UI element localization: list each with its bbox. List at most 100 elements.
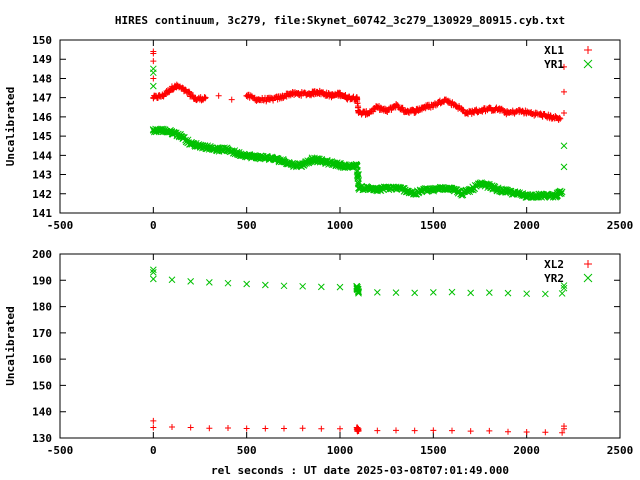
series-yr2: [149, 266, 568, 298]
data-point: [558, 188, 566, 196]
data-point: [261, 281, 269, 289]
y-tick-label: 170: [32, 327, 52, 340]
data-point: [551, 192, 559, 200]
data-point: [337, 90, 343, 97]
data-point: [262, 425, 269, 432]
y-tick-label: 160: [32, 353, 52, 366]
data-point: [252, 153, 260, 161]
data-point: [299, 282, 307, 290]
data-point: [411, 427, 418, 434]
data-point: [476, 180, 484, 188]
data-point: [505, 428, 511, 435]
data-point: [374, 427, 381, 434]
data-point: [317, 157, 325, 165]
outlier-point: [560, 163, 568, 171]
data-point: [401, 186, 409, 194]
data-point: [392, 289, 400, 296]
y-tick-label: 142: [32, 188, 52, 201]
data-point: [307, 90, 314, 97]
data-point: [383, 108, 390, 115]
data-point: [439, 184, 447, 192]
outlier-point: [561, 110, 567, 117]
data-point: [344, 94, 351, 101]
data-point: [215, 146, 223, 153]
data-point: [448, 184, 456, 192]
data-point: [547, 113, 554, 120]
outlier-point: [149, 266, 157, 274]
data-point: [355, 110, 362, 117]
data-point: [336, 161, 344, 169]
data-point: [505, 110, 511, 117]
y-tick-label: 144: [32, 149, 52, 162]
data-point: [411, 289, 419, 297]
data-point: [318, 425, 325, 432]
outlier-point: [149, 82, 157, 90]
data-point: [345, 163, 353, 171]
x-tick-label: 500: [237, 444, 257, 457]
data-point: [429, 289, 437, 296]
data-point: [286, 90, 293, 97]
legend-label: XL1: [544, 44, 564, 57]
x-tick-label: 0: [150, 219, 157, 232]
data-point: [485, 289, 493, 296]
outlier-point: [150, 50, 157, 57]
data-point: [558, 290, 566, 297]
data-point: [150, 94, 157, 101]
outlier-point: [150, 75, 157, 82]
data-point: [523, 428, 530, 435]
data-point: [484, 106, 491, 113]
data-point: [538, 111, 545, 118]
data-point: [228, 96, 235, 103]
data-point: [495, 186, 503, 194]
x-tick-label: 1500: [420, 219, 447, 232]
data-point: [495, 106, 502, 113]
data-point: [196, 142, 204, 150]
data-point: [542, 429, 549, 436]
data-point: [355, 178, 362, 185]
outlier-point: [150, 58, 157, 65]
data-point: [336, 283, 344, 291]
data-point: [308, 155, 316, 163]
outlier-point: [560, 284, 568, 292]
data-point: [513, 190, 521, 198]
chart-title: HIRES continuum, 3c279, file:Skynet_6074…: [115, 14, 565, 27]
data-point: [233, 150, 241, 157]
legend-label: YR2: [544, 272, 564, 285]
x-tick-label: 1000: [327, 219, 354, 232]
data-point: [149, 126, 157, 134]
x-axis-label: rel seconds : UT date 2025-03-08T07:01:4…: [211, 464, 509, 477]
y-tick-label: 150: [32, 34, 52, 47]
y-tick-label: 147: [32, 92, 52, 105]
data-point: [169, 85, 175, 92]
data-point: [224, 279, 232, 287]
data-point: [420, 186, 428, 194]
data-point: [169, 423, 175, 430]
data-point: [202, 94, 209, 101]
y-tick-label: 180: [32, 301, 52, 314]
data-point: [150, 424, 157, 431]
outlier-point: [149, 69, 157, 77]
data-point: [392, 184, 400, 192]
data-point: [430, 102, 437, 109]
x-tick-label: 500: [237, 219, 257, 232]
y-tick-label: 145: [32, 130, 52, 143]
data-point: [523, 290, 531, 298]
data-point: [373, 289, 381, 296]
data-point: [243, 280, 251, 288]
series-xl2: [150, 417, 567, 436]
data-point: [187, 140, 195, 148]
x-tick-label: 0: [150, 444, 157, 457]
data-point: [281, 425, 287, 432]
data-point: [337, 425, 343, 432]
outlier-point: [561, 88, 567, 95]
x-tick-label: -500: [47, 219, 74, 232]
data-point: [449, 427, 455, 434]
outlier-point: [561, 425, 567, 432]
data-point: [441, 96, 448, 103]
data-point: [559, 429, 566, 436]
data-point: [201, 94, 208, 101]
data-point: [329, 92, 336, 99]
data-point: [473, 108, 480, 115]
outlier-point: [355, 171, 363, 178]
data-point: [243, 92, 250, 99]
